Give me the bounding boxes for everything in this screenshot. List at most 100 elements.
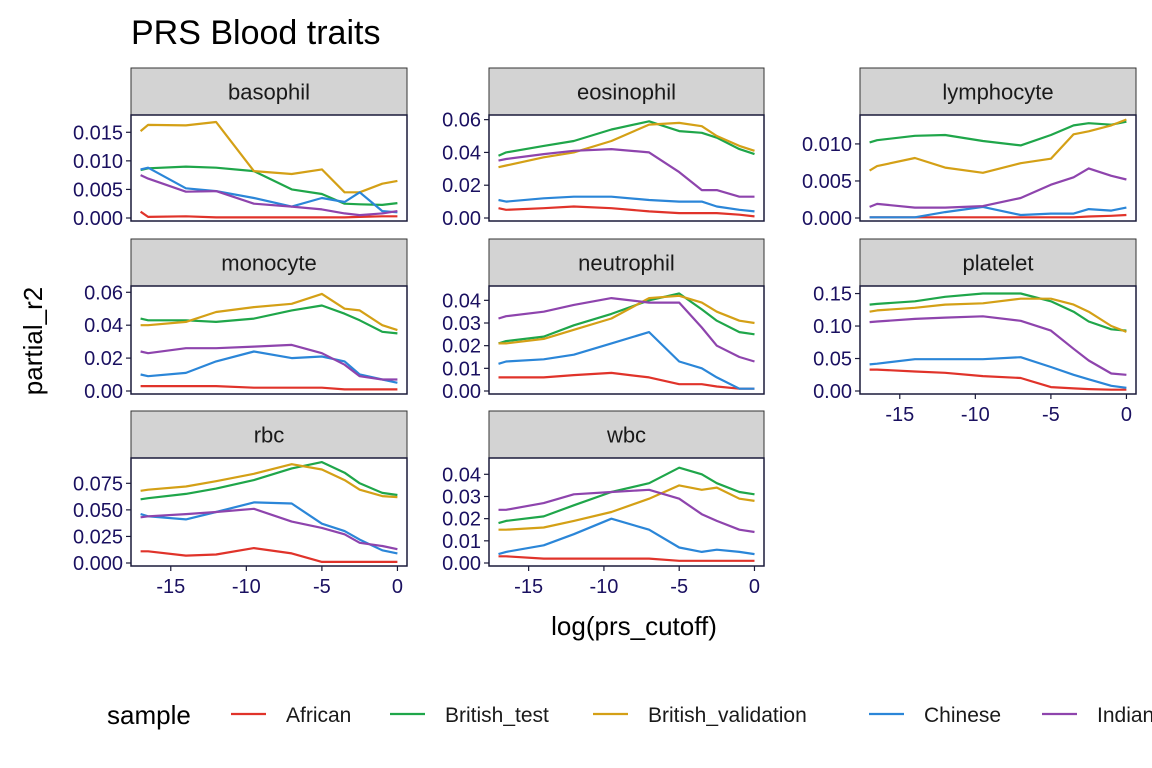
series-line-african [869, 368, 1127, 391]
series-line-indian [869, 315, 1127, 376]
series-line-african [139, 210, 398, 219]
y-tick-label: 0.02 [442, 175, 481, 197]
series-line-african [498, 371, 755, 390]
x-tick-label: -10 [589, 576, 618, 598]
facet-label: rbc [254, 423, 285, 448]
y-tick-label: 0.010 [73, 151, 123, 173]
y-tick-label: 0.03 [442, 486, 481, 508]
facet-strip [130, 67, 408, 116]
legend-label: British_validation [648, 704, 807, 727]
legend-label: Indian [1097, 704, 1152, 727]
y-tick-label: 0.04 [442, 290, 481, 312]
x-tick-label: -10 [232, 576, 261, 598]
series-line-african [498, 555, 755, 562]
series-line-british-test [140, 165, 398, 206]
y-tick-label: 0.00 [84, 381, 123, 403]
facet-panel-wbc: wbc 0.000.010.020.030.04 -15 -10 -5 0 [442, 410, 765, 598]
series-line-chinese [498, 331, 755, 390]
y-tick-label: 0.005 [73, 179, 123, 201]
series-line-african [498, 205, 755, 218]
facet-label: lymphocyte [942, 80, 1053, 105]
series-line-chinese [869, 356, 1127, 389]
x-tick-label: 0 [749, 576, 760, 598]
legend-label: African [286, 704, 351, 727]
legend-item-british-validation: British_validation [593, 704, 807, 727]
y-tick-label: 0.00 [442, 208, 481, 230]
y-tick-label: 0.06 [84, 282, 123, 304]
series-line-indian [140, 174, 398, 217]
y-tick-label: 0.04 [84, 315, 123, 337]
facet-panel-lymphocyte: lymphocyte 0.000 0.005 0.010 [802, 67, 1137, 230]
y-tick-label: 0.04 [442, 464, 481, 486]
series-line-british-test [140, 304, 398, 335]
series-line-british-test [869, 292, 1127, 332]
y-tick-label: 0.00 [442, 381, 481, 403]
facet-panel-eosinophil: eosinophil 0.00 0.02 0.04 0.06 [442, 67, 765, 230]
facet-strip [130, 238, 408, 287]
facet-panel-neutrophil: neutrophil 0.000.010.020.030.04 [442, 238, 765, 403]
series-line-indian [498, 488, 755, 534]
y-tick-label: 0.04 [442, 142, 481, 164]
facet-strip [488, 238, 765, 287]
series-line-chinese [498, 517, 755, 556]
facet-strip [130, 410, 408, 459]
series-line-chinese [869, 205, 1127, 219]
x-tick-label: -15 [156, 576, 185, 598]
x-tick-label: -5 [1042, 404, 1060, 426]
series-line-british-validation [140, 292, 398, 332]
x-tick-label: -10 [961, 404, 990, 426]
facet-label: monocyte [221, 251, 316, 276]
x-tick-label: -5 [313, 576, 331, 598]
legend-items: African British_test British_validation Chi… [231, 704, 1152, 727]
facet-label: wbc [606, 423, 646, 448]
series-line-indian [140, 343, 398, 381]
legend-item-indian: Indian [1042, 704, 1152, 727]
y-tick-label: 0.000 [73, 208, 123, 230]
chart-title: PRS Blood traits [131, 14, 380, 52]
facet-strip [859, 238, 1137, 287]
y-tick-label: 0.02 [442, 509, 481, 531]
series-line-british-validation [498, 121, 755, 169]
series-line-british-validation [139, 120, 398, 194]
facet-panels: basophil0.0000.0050.0100.015eosinophil0.… [73, 67, 1137, 598]
facet-label: eosinophil [577, 80, 676, 105]
y-tick-label: 0.015 [73, 122, 123, 144]
y-axis-title: partial_r2 [18, 287, 48, 395]
series-line-british-test [869, 120, 1127, 147]
legend-item-chinese: Chinese [869, 704, 1001, 727]
series-line-indian [498, 148, 755, 198]
y-tick-label: 0.02 [442, 336, 481, 358]
facet-strip [859, 67, 1137, 116]
facet-panel-basophil: basophil 0.000 0.005 0.010 0.015 [73, 67, 408, 230]
y-tick-label: 0.06 [442, 110, 481, 132]
series-line-british-validation [140, 463, 398, 499]
legend-label: British_test [445, 704, 549, 727]
series-line-british-validation [498, 294, 755, 345]
y-tick-label: 0.15 [813, 284, 852, 306]
facet-label: platelet [963, 251, 1034, 276]
series-line-british-validation [498, 484, 755, 531]
y-tick-label: 0.075 [73, 473, 123, 495]
y-tick-label: 0.10 [813, 316, 852, 338]
y-tick-label: 0.02 [84, 348, 123, 370]
y-tick-label: 0.005 [802, 171, 852, 193]
legend-title: sample [107, 700, 191, 730]
series-line-british-test [140, 461, 398, 501]
y-tick-label: 0.05 [813, 349, 852, 371]
y-tick-label: 0.00 [813, 381, 852, 403]
facet-panel-platelet: platelet 0.00 0.05 0.10 0.15 -15 -10 -5 0 [813, 238, 1137, 426]
y-tick-label: 0.03 [442, 313, 481, 335]
legend-label: Chinese [924, 704, 1001, 727]
x-tick-label: 0 [1121, 404, 1132, 426]
series-line-chinese [140, 350, 398, 384]
y-tick-label: 0.01 [442, 358, 481, 380]
series-line-indian [869, 167, 1127, 209]
x-axis-title: log(prs_cutoff) [551, 611, 717, 641]
y-tick-label: 0.00 [442, 553, 481, 575]
legend: sample African British_test British_valida… [107, 700, 1152, 730]
series-line-chinese [498, 195, 755, 213]
legend-item-british-test: British_test [390, 704, 549, 727]
facet-label: basophil [228, 80, 310, 105]
series-line-african [140, 385, 398, 391]
